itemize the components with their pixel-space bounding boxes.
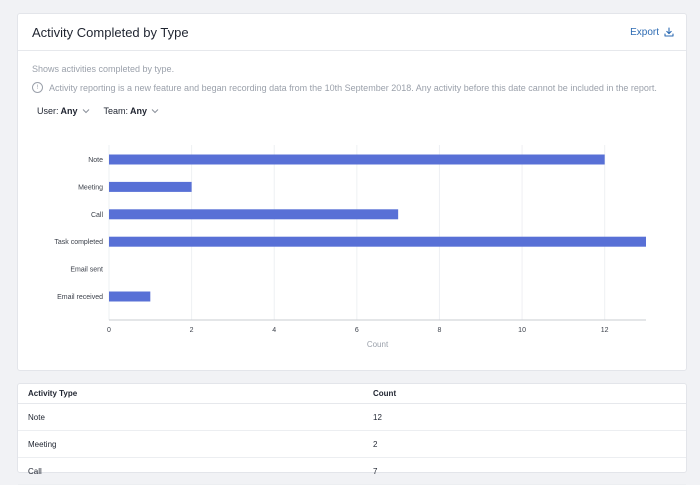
- chevron-down-icon: [151, 109, 159, 114]
- column-header-activity-type: Activity Type: [18, 384, 363, 404]
- activity-table-card: Activity Type Count Note 12 Meeting 2 Ca…: [17, 383, 687, 485]
- user-filter-value: Any: [60, 106, 78, 116]
- filter-bar: User: Any Team: Any: [37, 106, 159, 116]
- y-category-label: Meeting: [78, 184, 103, 191]
- count-cell: 7: [363, 457, 686, 485]
- activity-type-cell: Note: [18, 403, 363, 431]
- x-tick-label: 12: [601, 327, 609, 334]
- feature-notice: ! Activity reporting is a new feature an…: [32, 82, 657, 93]
- download-icon: [664, 27, 674, 37]
- y-category-label: Email received: [57, 294, 103, 301]
- y-category-label: Call: [91, 212, 104, 219]
- info-icon: !: [32, 82, 43, 93]
- report-title: Activity Completed by Type: [32, 24, 189, 40]
- column-header-count: Count: [363, 384, 686, 404]
- table-header-row: Activity Type Count: [18, 384, 686, 404]
- bar-task-completed: [109, 236, 646, 247]
- y-category-label: Email sent: [70, 267, 103, 274]
- x-tick-label: 6: [355, 327, 359, 334]
- bar-call: [109, 209, 399, 220]
- bar-meeting: [109, 181, 192, 192]
- bar-note: [109, 154, 605, 165]
- bar-email-received: [109, 291, 151, 302]
- activity-table: Activity Type Count Note 12 Meeting 2 Ca…: [18, 384, 686, 485]
- x-tick-label: 10: [518, 327, 526, 334]
- export-button[interactable]: Export: [630, 27, 674, 38]
- chevron-down-icon: [82, 109, 89, 114]
- x-tick-label: 2: [190, 327, 194, 334]
- count-cell: 2: [363, 430, 686, 458]
- report-card: Activity Completed by Type Export Shows …: [17, 13, 687, 371]
- notice-text: Activity reporting is a new feature and …: [49, 82, 657, 93]
- report-description: Shows activities completed by type.: [32, 64, 175, 74]
- x-tick-label: 4: [272, 327, 276, 334]
- team-filter[interactable]: Team: Any: [104, 106, 160, 116]
- x-tick-label: 0: [107, 327, 111, 334]
- user-filter[interactable]: User: Any: [37, 106, 90, 116]
- team-filter-value: Any: [130, 106, 148, 116]
- y-category-label: Note: [88, 157, 103, 164]
- activity-bar-chart: 0 2 4 6 8 10 12 Note Meeting Call Task completed Em…: [54, 145, 646, 349]
- activity-type-cell: Call: [18, 457, 363, 485]
- x-tick-label: 8: [438, 327, 442, 334]
- team-filter-label: Team:: [103, 106, 129, 116]
- count-cell: 12: [363, 403, 686, 431]
- user-filter-label: User:: [37, 106, 59, 116]
- export-label: Export: [630, 26, 659, 38]
- card-header: Activity Completed by Type Export: [18, 14, 686, 51]
- activity-type-cell: Meeting: [18, 430, 363, 458]
- table-row: Call 7: [18, 457, 686, 485]
- x-axis-title: Count: [367, 340, 389, 349]
- table-row: Note 12: [18, 403, 686, 431]
- y-category-label: Task completed: [54, 239, 103, 246]
- table-row: Meeting 2: [18, 430, 686, 458]
